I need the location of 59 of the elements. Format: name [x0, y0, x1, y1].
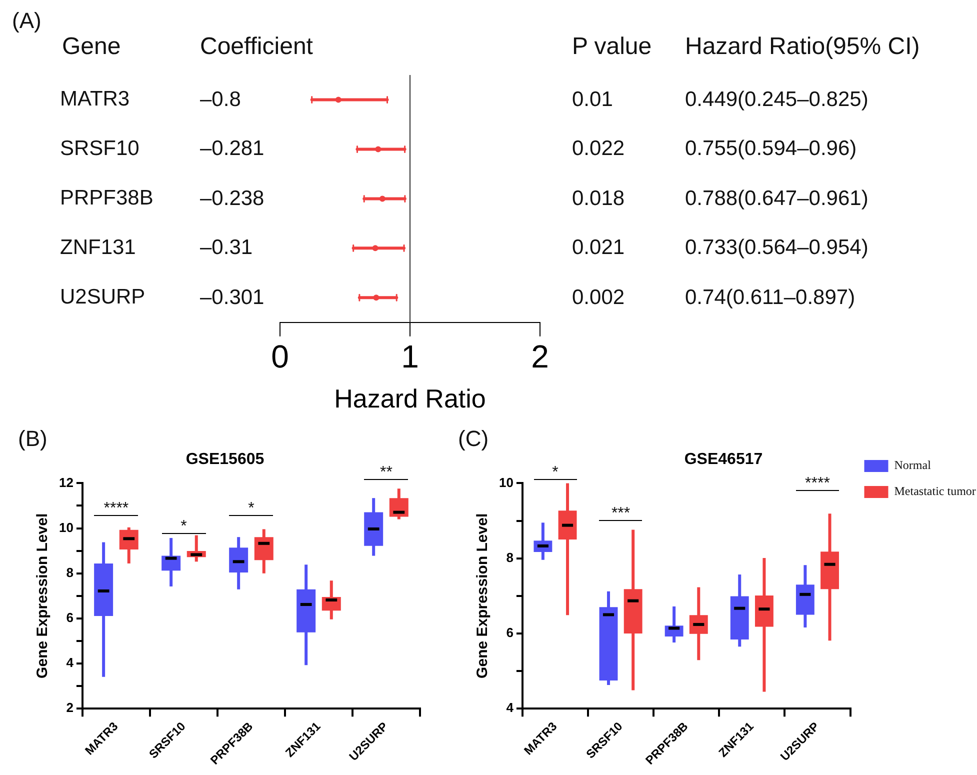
text: 0.022 — [572, 137, 625, 162]
text: 0.788(0.647–0.961) — [685, 186, 868, 211]
point — [375, 146, 382, 152]
text: Hazard Ratio(95% CI) — [685, 33, 920, 61]
point — [379, 196, 386, 202]
y-tick-label: 6 — [506, 625, 514, 640]
annotation: **** — [104, 500, 129, 518]
y-tick-label: 2 — [66, 700, 74, 716]
y-tick-label: 8 — [506, 550, 514, 565]
annotation: * — [180, 518, 187, 536]
text: –0.31 — [200, 236, 253, 260]
text: 0.733(0.564–0.954) — [685, 236, 868, 260]
legend-label: Normal — [894, 458, 932, 472]
y-tick-label: MATR3 — [60, 88, 130, 111]
text: (B) — [18, 426, 48, 452]
x-tick-label: 2 — [531, 338, 549, 374]
text: * — [552, 464, 558, 482]
y-tick-label: 6 — [66, 610, 74, 626]
text: Coefficient — [200, 33, 313, 61]
point — [372, 245, 378, 252]
annotation: *** — [611, 504, 630, 523]
y-tick-label: ZNF131 — [60, 236, 136, 259]
x-tick-label: 0 — [271, 338, 289, 374]
text: 0.018 — [572, 186, 625, 211]
text: Gene — [62, 33, 121, 61]
legend-label: Metastatic tumor — [894, 484, 976, 498]
text: 0.74(0.611–0.897) — [685, 286, 856, 310]
y-tick-label: PRPF38B — [60, 186, 154, 210]
y-axis-title: Gene Expression Level — [474, 513, 492, 678]
annotation: * — [248, 500, 254, 518]
text: (A) — [12, 8, 42, 34]
text: 0.01 — [572, 88, 613, 112]
y-tick-label: SRSF10 — [60, 137, 140, 160]
x-tick-label: 1 — [401, 338, 419, 374]
y-tick-label: 10 — [498, 474, 514, 490]
y-tick-label: 4 — [66, 655, 74, 670]
point — [335, 96, 342, 103]
text: 0.449(0.245–0.825) — [685, 88, 868, 112]
y-tick-label: 12 — [58, 474, 74, 490]
text: P value — [572, 33, 652, 61]
text: –0.281 — [200, 137, 264, 162]
text: –0.238 — [200, 186, 264, 211]
y-axis-title: Gene Expression Level — [34, 513, 52, 678]
text: –0.301 — [200, 286, 264, 310]
annotation: **** — [805, 474, 830, 493]
y-tick-label: U2SURP — [60, 285, 146, 308]
y-tick-label: 4 — [506, 700, 514, 716]
chart-title: GSE46517 — [684, 451, 763, 468]
text: 0.021 — [572, 236, 625, 260]
x-axis-title: Hazard Ratio — [334, 384, 486, 414]
y-tick-label: 8 — [66, 564, 74, 580]
chart-title: GSE15605 — [186, 451, 264, 468]
text: –0.8 — [200, 88, 241, 112]
text: 0.002 — [572, 286, 625, 310]
point — [373, 294, 380, 301]
text: 0.755(0.594–0.96) — [685, 137, 857, 162]
text: (C) — [458, 426, 489, 452]
y-tick-label: 10 — [58, 520, 74, 535]
text: ** — [380, 464, 392, 482]
